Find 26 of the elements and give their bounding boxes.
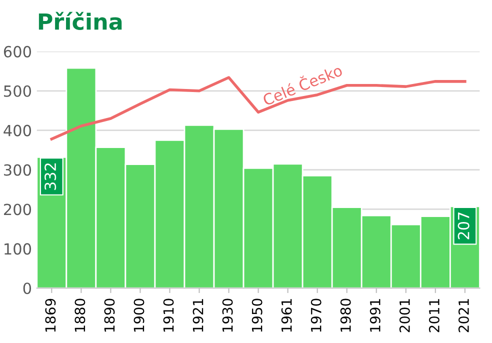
y-tick-label: 100	[4, 243, 32, 255]
x-tick-label: 1991	[370, 299, 380, 332]
y-tick-label: 0	[23, 282, 32, 294]
chart-title: Příčina	[38, 12, 122, 30]
y-tick-label: 400	[4, 124, 32, 136]
x-tick-label: 1950	[252, 298, 262, 332]
x-tick-label: 1880	[74, 298, 86, 332]
data-label: 207	[458, 212, 470, 240]
x-tick-label: 1970	[310, 298, 322, 332]
x-tick-label: 1921	[192, 299, 204, 332]
data-label: 332	[44, 163, 56, 190]
x-tick-label: 2011	[428, 299, 440, 332]
x-tick-label: 1910	[163, 298, 174, 332]
x-tick-label: 1890	[104, 298, 115, 332]
x-tick-label: 1961	[281, 299, 292, 332]
x-tick-label: 1980	[340, 298, 351, 332]
text: Celé Česko	[261, 62, 344, 106]
x-tick-label: 1869	[45, 298, 56, 332]
x-tick-label: 1900	[134, 298, 144, 332]
y-tick-label: 200	[4, 204, 32, 216]
y-tick-label: 500	[4, 85, 32, 97]
y-tick-label: 600	[4, 46, 32, 58]
y-tick-label: 300	[4, 164, 32, 176]
x-tick-label: 2021	[458, 299, 469, 332]
x-tick-label: 1930	[222, 298, 233, 332]
x-tick-label: 2001	[399, 299, 410, 332]
